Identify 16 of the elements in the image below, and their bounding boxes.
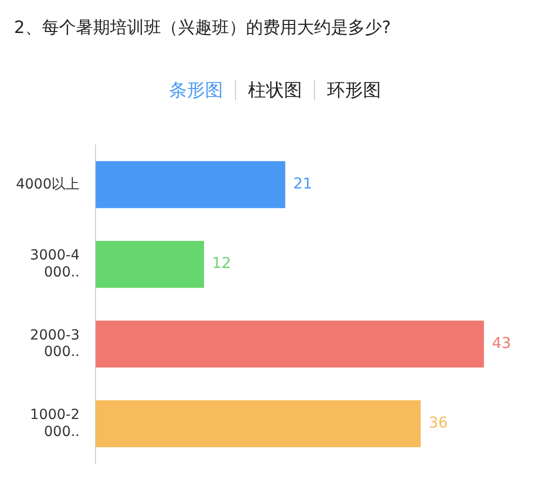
- bar: [96, 161, 286, 208]
- y-tick-label: 3000-4000..: [30, 248, 80, 280]
- chart-title: 2、每个暑期培训班（兴趣班）的费用大约是多少?: [13, 17, 392, 40]
- data-label: 21: [293, 174, 312, 193]
- y-tick-label: 1000-2000..: [30, 406, 80, 440]
- data-label: 12: [212, 254, 232, 272]
- bar: [96, 320, 484, 368]
- data-label: 43: [492, 334, 512, 352]
- y-tick-label: 4000以上: [16, 176, 80, 192]
- text: 柱状图: [248, 79, 302, 102]
- bar: [96, 240, 204, 288]
- bar: [96, 400, 421, 448]
- text: 环形图: [327, 79, 381, 102]
- y-tick-label: 2000-3000..: [30, 327, 80, 360]
- text: 条形图: [169, 79, 223, 102]
- data-label: 36: [428, 414, 448, 432]
